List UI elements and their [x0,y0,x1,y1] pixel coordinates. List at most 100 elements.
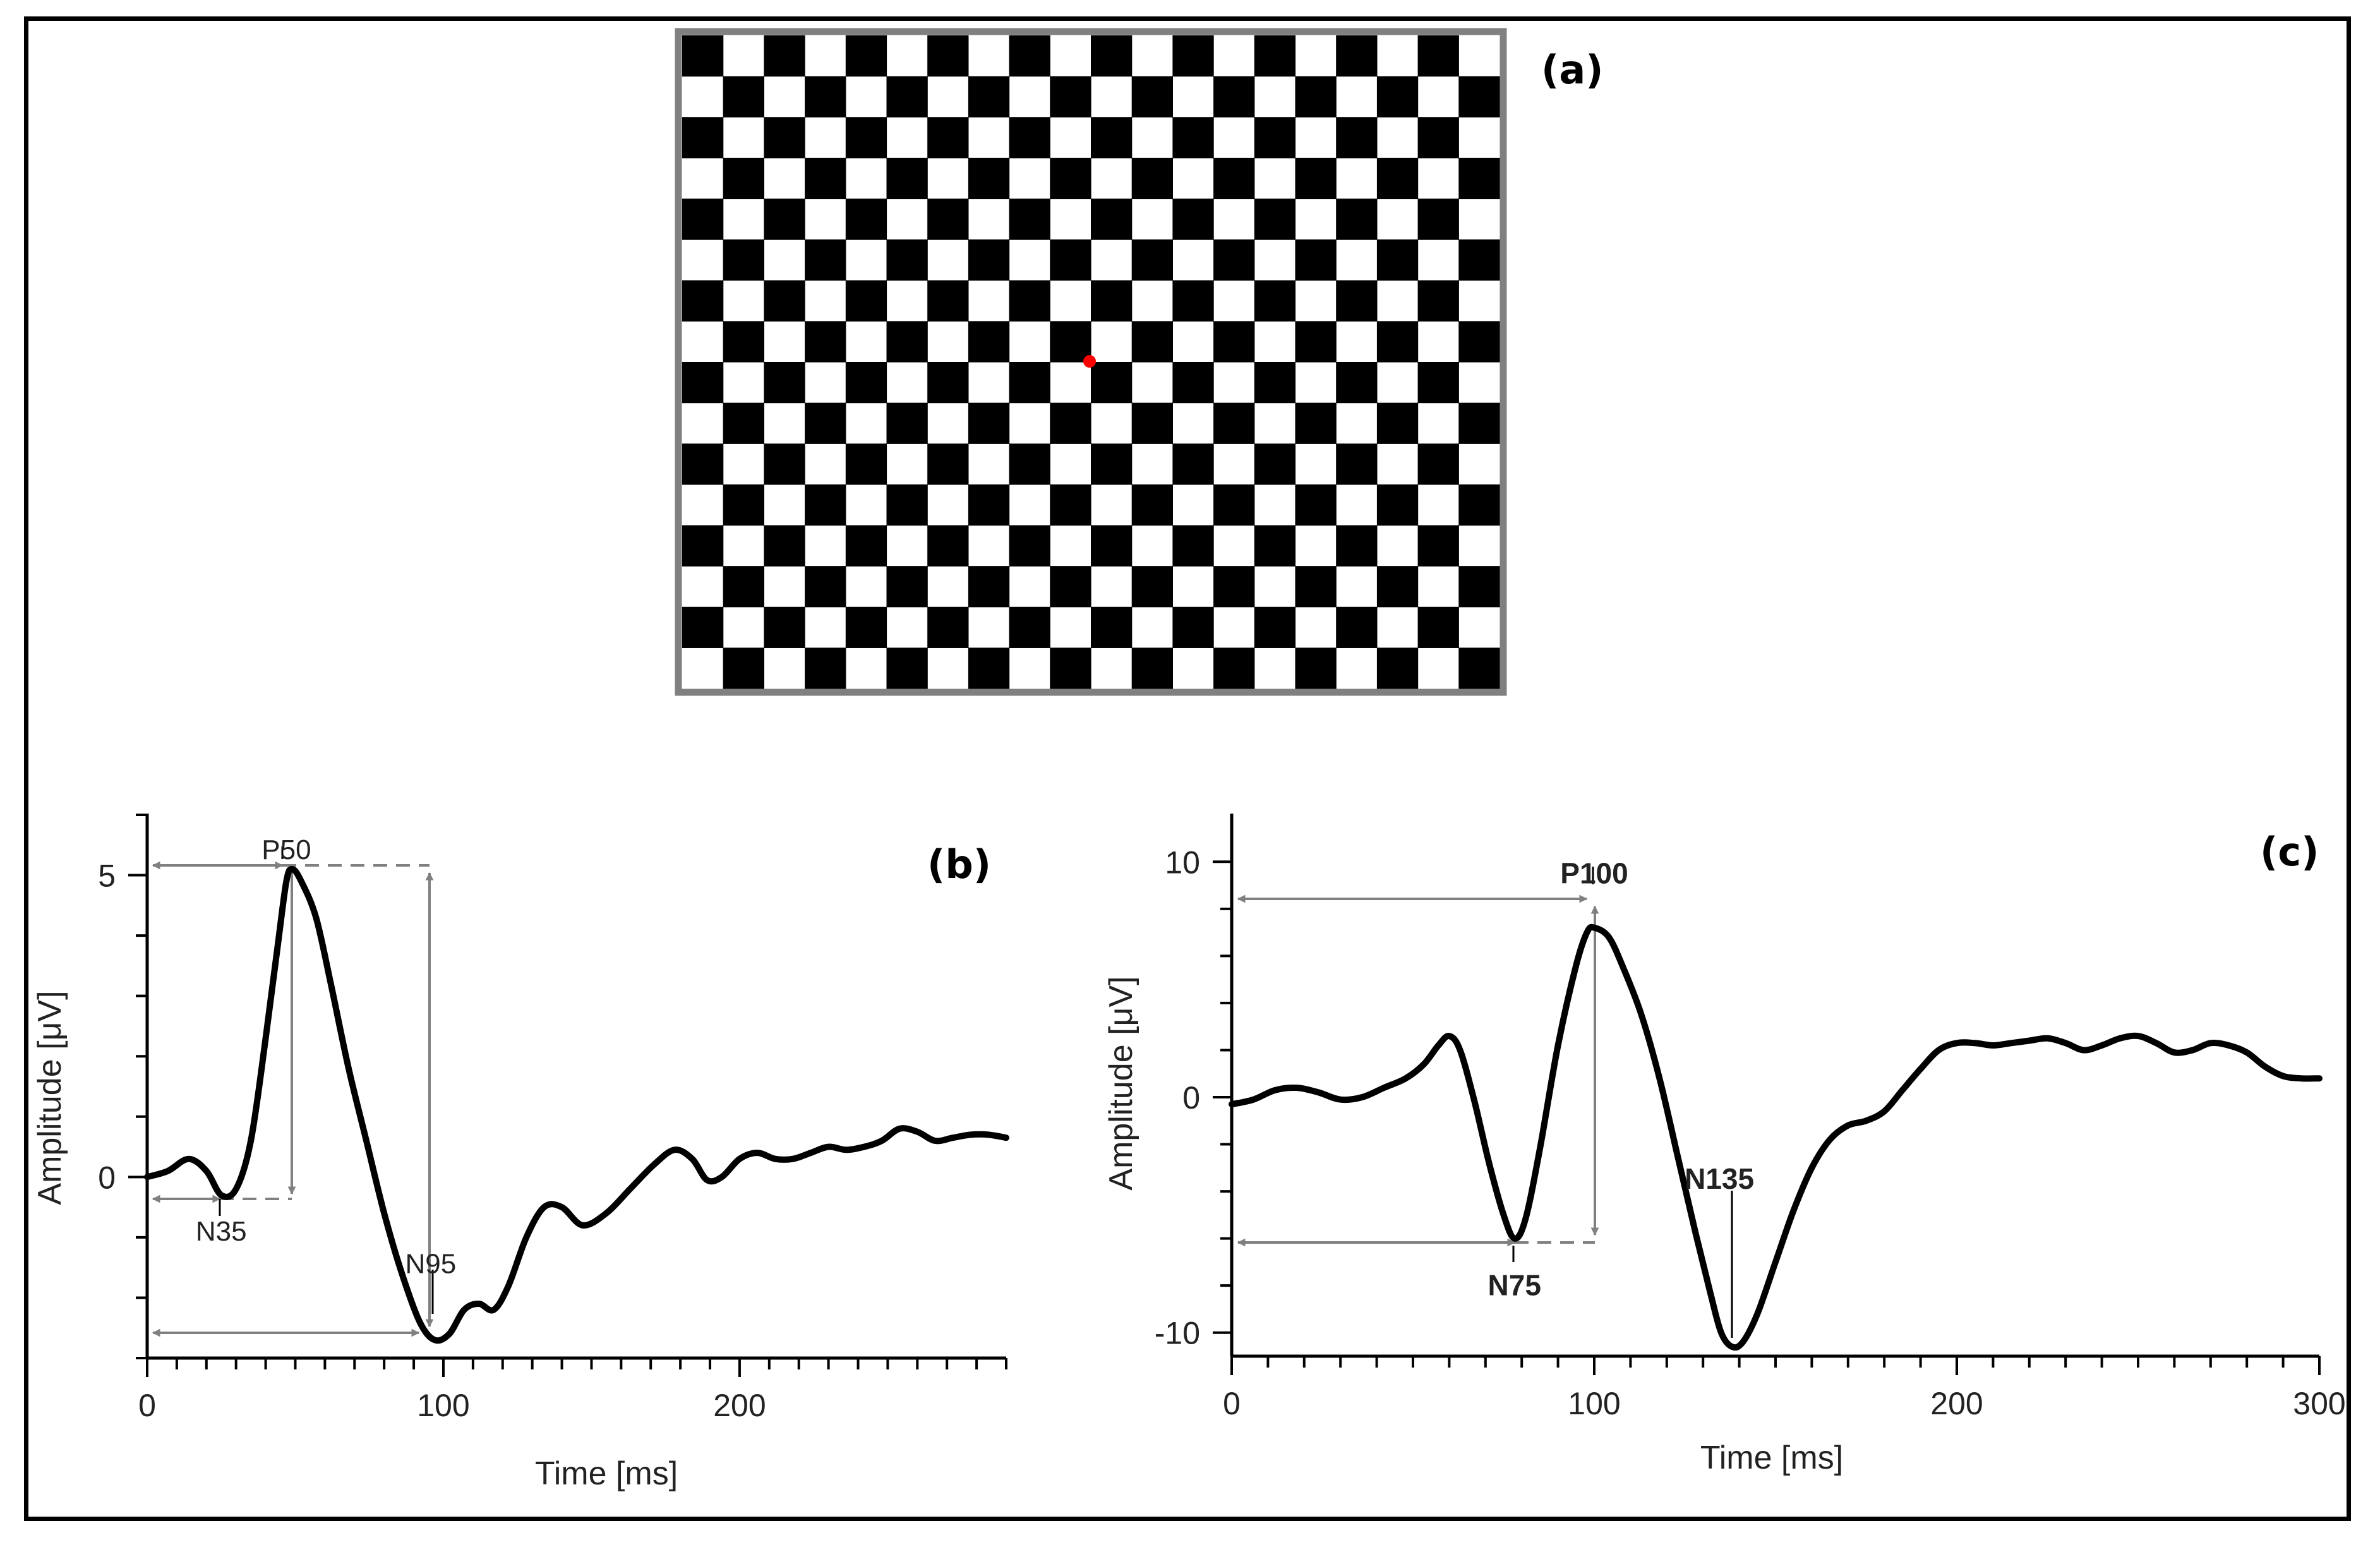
checker-square [1254,606,1296,648]
checker-square [1336,362,1378,404]
checker-square [723,566,764,608]
checker-square [1172,198,1214,240]
panel-a-label: (a) [1541,47,1604,93]
checker-square [1254,443,1296,485]
checker-square [1213,484,1255,526]
x-tick-label: 300 [2293,1386,2345,1421]
y-tick-label: 0 [98,1160,116,1195]
checker-square [845,117,887,159]
checker-square [1376,321,1419,363]
checker-square [1050,484,1091,526]
checker-square [1131,157,1173,200]
checker-square [968,157,1010,200]
peak-label: P50 [261,834,311,865]
chart-c-measurement-guides [1237,894,1599,1247]
checker-square [845,606,887,648]
checker-square [1254,525,1296,567]
checker-square [1417,280,1459,322]
checker-square [1376,239,1419,281]
checker-square [1336,198,1378,240]
checker-square [1091,443,1133,485]
peak-label: N95 [406,1248,457,1279]
x-tick-label: 100 [1568,1386,1620,1421]
checker-square [845,35,887,77]
y-tick-label: 10 [1165,845,1200,880]
checkerboard-squares [682,35,1500,689]
checker-square [682,606,724,648]
checker-square [927,35,969,77]
checker-square [1009,280,1050,322]
checker-square [1458,239,1500,281]
checker-square [968,239,1010,281]
checker-square [1009,525,1050,567]
checker-square [1050,76,1091,117]
checker-square [1295,239,1337,281]
chart-b-ticks: 0 100 200 0 5 [98,814,1007,1423]
checker-square [805,566,846,608]
checker-square [1172,362,1214,404]
checker-square [1417,35,1459,77]
checker-square [1009,198,1050,240]
checker-square [886,321,928,363]
checker-square [1091,280,1133,322]
chart-b-measurement-guides [152,861,434,1337]
checker-square [723,76,764,117]
checker-square [1091,117,1133,159]
chart-c-ticks: 0 100 200 300 -10 0 10 [1155,845,2346,1421]
checker-square [1131,647,1173,689]
checker-square [968,321,1010,363]
checker-square [1009,443,1050,485]
y-tick-label: 0 [1182,1080,1200,1116]
checker-square [886,484,928,526]
checker-square [927,198,969,240]
peak-label: P100 [1560,857,1628,890]
checker-square [1050,566,1091,608]
checker-square [1213,566,1255,608]
checker-square [1336,443,1378,485]
checker-square [927,606,969,648]
checker-square [1050,321,1091,363]
checker-square [1376,76,1419,117]
checker-square [1213,239,1255,281]
checker-square [805,647,846,689]
checker-square [1417,606,1459,648]
checker-square [764,35,805,77]
checker-square [968,647,1010,689]
checker-square [1213,647,1255,689]
chart-c: 0 100 200 300 -10 0 10 P100 N75 N135 [1155,814,2346,1421]
checker-square [1009,35,1050,77]
x-tick-label: 200 [1930,1386,1983,1421]
checker-square [845,280,887,322]
y-tick-label: -10 [1155,1316,1200,1351]
checker-square [927,117,969,159]
checker-square [805,76,846,117]
checker-square [1254,198,1296,240]
checkerboard-frame [675,28,1507,696]
checker-square [1458,76,1500,117]
checker-square [1417,362,1459,404]
checker-square [968,402,1010,444]
checker-square [1172,443,1214,485]
checker-square [682,280,724,322]
checker-square [1376,402,1419,444]
checker-square [1172,525,1214,567]
checker-square [1295,76,1337,117]
chart-b-series-line [144,865,1009,1344]
fixation-dot [1083,355,1096,368]
checker-square [1376,566,1419,608]
checker-square [886,647,928,689]
checker-square [1295,566,1337,608]
checker-square [1009,606,1050,648]
checker-square [723,402,764,444]
checker-square [968,76,1010,117]
checker-square [1172,35,1214,77]
checker-square [1254,280,1296,322]
checker-square [927,525,969,567]
checker-square [1131,402,1173,444]
checker-square [1009,362,1050,404]
checker-square [1336,35,1378,77]
checkerboard-panel [675,28,1507,696]
checker-square [1458,566,1500,608]
y-tick-label: 5 [98,858,116,894]
chart-b-labels: P50 N35 N95 [196,834,456,1314]
